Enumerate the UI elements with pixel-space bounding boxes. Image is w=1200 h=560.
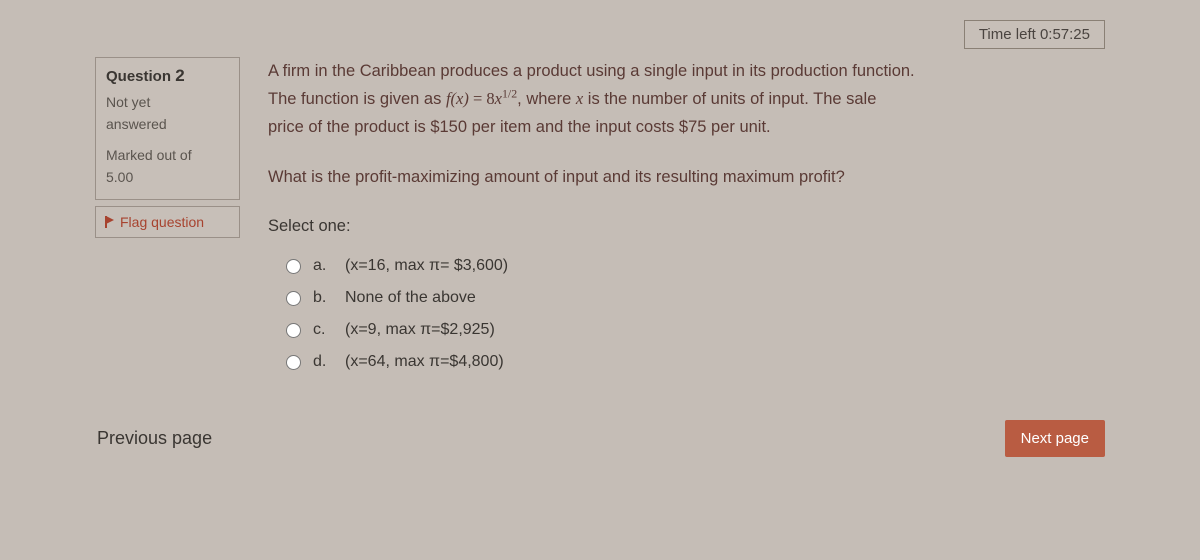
option-d-text: (x=64, max π=$4,800) (345, 353, 504, 371)
time-left-label: Time left 0:57:25 (979, 26, 1090, 43)
option-c-letter: c. (313, 321, 333, 339)
option-d-letter: d. (313, 353, 333, 371)
next-page-button[interactable]: Next page (1005, 420, 1105, 457)
q-coef: 8 (486, 89, 494, 108)
question-marks: Marked out of 5.00 (106, 145, 229, 188)
q-f-lhs: f(x) (446, 89, 469, 108)
previous-page-button[interactable]: Previous page (95, 422, 214, 455)
flag-icon (105, 216, 115, 228)
question-title-prefix: Question (106, 68, 171, 85)
option-c-text: (x=9, max π=$2,925) (345, 321, 495, 339)
option-d[interactable]: d. (x=64, max π=$4,800) (268, 346, 1105, 378)
question-sidebar: Question 2 Not yet answered Marked out o… (95, 57, 240, 378)
status-line-1: Not yet (106, 92, 229, 113)
option-a-letter: a. (313, 257, 333, 275)
option-a-radio[interactable] (286, 259, 301, 274)
time-left-box: Time left 0:57:25 (964, 20, 1105, 49)
flag-question-label: Flag question (120, 214, 204, 230)
option-a-text: (x=16, max π= $3,600) (345, 257, 508, 275)
flag-question-button[interactable]: Flag question (95, 206, 240, 238)
q-eq: = (469, 89, 487, 108)
q-line-1c: , where (517, 90, 576, 108)
select-one-label: Select one: (268, 217, 1105, 236)
option-b-radio[interactable] (286, 291, 301, 306)
q-line-1a: A firm in the Caribbean produces a produ… (268, 62, 915, 80)
option-d-radio[interactable] (286, 355, 301, 370)
status-line-2: answered (106, 114, 229, 135)
question-text: A firm in the Caribbean produces a produ… (268, 57, 1105, 191)
marked-out-of-label: Marked out of (106, 145, 229, 166)
q-line-1e: price of the product is $150 per item an… (268, 118, 771, 136)
option-b[interactable]: b. None of the above (268, 282, 1105, 314)
q-line-1b: The function is given as (268, 90, 446, 108)
option-b-text: None of the above (345, 289, 476, 307)
option-b-letter: b. (313, 289, 333, 307)
question-status: Not yet answered (106, 92, 229, 135)
q-line-2: What is the profit-maximizing amount of … (268, 163, 1105, 191)
option-a[interactable]: a. (x=16, max π= $3,600) (268, 250, 1105, 282)
question-number: 2 (175, 66, 184, 85)
q-exp: 1/2 (502, 87, 517, 101)
marked-out-of-value: 5.00 (106, 167, 229, 188)
options-list: a. (x=16, max π= $3,600) b. None of the … (268, 250, 1105, 378)
question-content: A firm in the Caribbean produces a produ… (268, 57, 1105, 378)
option-c[interactable]: c. (x=9, max π=$2,925) (268, 314, 1105, 346)
question-title: Question 2 (106, 66, 229, 86)
q-var: x (495, 89, 502, 108)
option-c-radio[interactable] (286, 323, 301, 338)
q-line-1d: is the number of units of input. The sal… (583, 90, 876, 108)
question-info-block: Question 2 Not yet answered Marked out o… (95, 57, 240, 200)
